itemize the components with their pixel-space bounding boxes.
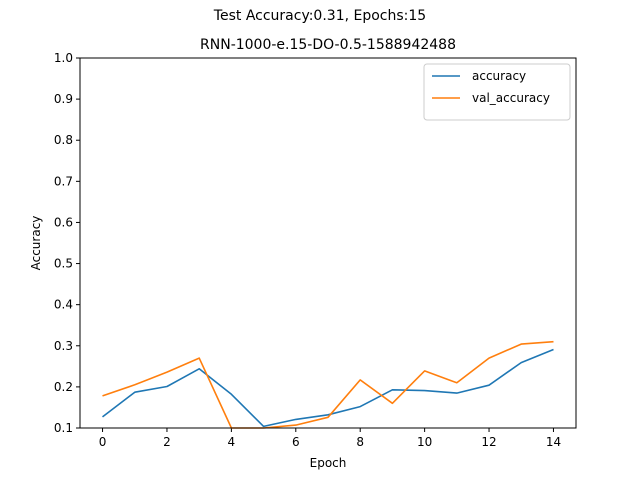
x-axis-label: Epoch	[310, 456, 347, 470]
x-tick-label: 10	[417, 435, 432, 449]
x-tick-label: 4	[228, 435, 236, 449]
x-tick-label: 0	[99, 435, 107, 449]
y-tick-label: 1.0	[54, 51, 73, 65]
y-tick-label: 0.1	[54, 421, 73, 435]
y-axis-ticks: 0.1 0.2 0.3 0.4 0.5 0.6 0.7 0.8 0.9 1.0	[54, 51, 80, 435]
plot-frame	[79, 57, 577, 429]
y-tick-label: 0.3	[54, 339, 73, 353]
x-tick-label: 8	[356, 435, 364, 449]
legend-label-accuracy: accuracy	[472, 69, 526, 83]
series-line-val-accuracy	[102, 340, 554, 429]
legend-label-val-accuracy: val_accuracy	[472, 91, 550, 105]
series-lines	[102, 340, 554, 429]
y-tick-label: 0.8	[54, 133, 73, 147]
y-tick-label: 0.5	[54, 257, 73, 271]
y-tick-label: 0.4	[54, 298, 73, 312]
y-tick-label: 0.6	[54, 215, 73, 229]
x-tick-label: 12	[481, 435, 496, 449]
y-tick-label: 0.9	[54, 92, 73, 106]
chart-title: RNN-1000-e.15-DO-0.5-1588942488	[200, 37, 456, 53]
x-axis-ticks: 0 2 4 6 8 10 12 14	[99, 428, 561, 449]
x-tick-label: 14	[546, 435, 561, 449]
x-tick-label: 2	[163, 435, 171, 449]
y-axis-label: Accuracy	[29, 216, 43, 271]
series-line-accuracy	[102, 348, 554, 428]
legend: accuracy val_accuracy	[423, 63, 571, 121]
y-tick-label: 0.2	[54, 380, 73, 394]
legend-box	[423, 63, 571, 121]
x-tick-label: 6	[292, 435, 300, 449]
figure-suptitle: Test Accuracy:0.31, Epochs:15	[213, 8, 427, 24]
y-tick-label: 0.7	[54, 174, 73, 188]
